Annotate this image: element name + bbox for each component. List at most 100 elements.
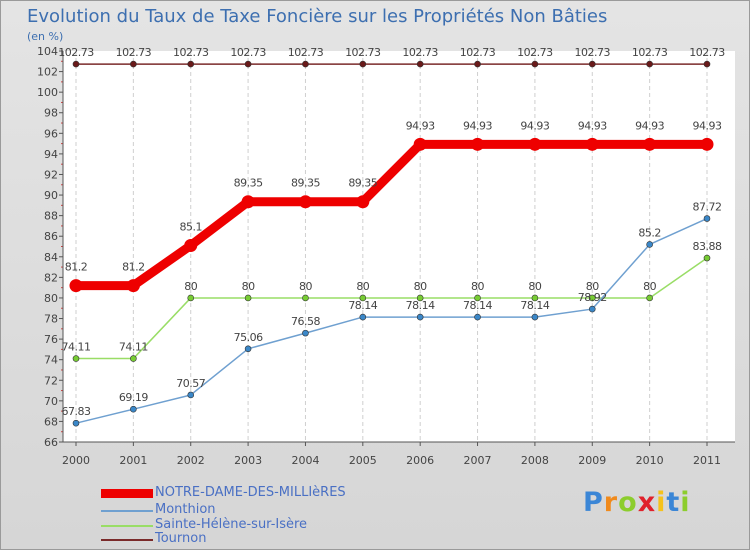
- data-point: [302, 60, 309, 68]
- data-label: 76.58: [291, 315, 320, 328]
- y-tick-label: 86: [44, 230, 58, 243]
- data-point: [474, 313, 481, 321]
- x-tick-label: 2006: [406, 454, 434, 467]
- data-point: [646, 241, 653, 248]
- data-point: [416, 294, 424, 302]
- data-label: 83.88: [693, 240, 722, 253]
- x-tick-label: 2011: [693, 454, 721, 467]
- data-label: 87.72: [693, 201, 722, 214]
- data-point: [588, 60, 596, 68]
- data-label: 74.11: [62, 341, 91, 354]
- legend-label: Monthion: [155, 502, 216, 517]
- data-label: 102.73: [632, 46, 668, 59]
- data-point: [703, 60, 711, 68]
- data-point: [130, 405, 137, 413]
- data-label: 94.93: [578, 119, 607, 132]
- data-label: 78.92: [578, 291, 607, 304]
- data-label: 78.14: [348, 299, 377, 312]
- y-tick-label: 90: [44, 189, 58, 202]
- x-tick-label: 2004: [291, 454, 319, 467]
- y-tick-label: 74: [44, 354, 58, 367]
- data-point: [474, 60, 481, 68]
- data-point: [413, 137, 427, 151]
- x-tick-label: 2010: [636, 454, 664, 467]
- data-point: [416, 60, 424, 68]
- x-tick-label: 2002: [177, 454, 205, 467]
- data-point: [187, 391, 195, 399]
- data-label: 78.14: [520, 299, 549, 312]
- data-point: [241, 195, 255, 209]
- data-label: 78.14: [406, 299, 435, 312]
- data-point: [298, 195, 312, 209]
- data-label: 80: [299, 280, 312, 293]
- data-point: [643, 137, 657, 151]
- x-tick-label: 2005: [349, 454, 377, 467]
- data-point: [531, 294, 539, 302]
- logo-letter: x: [637, 487, 657, 518]
- data-point: [416, 313, 424, 321]
- y-tick-label: 94: [44, 148, 58, 161]
- legend-label: Sainte-Hélène-sur-Isère: [155, 517, 308, 532]
- data-point: [474, 294, 481, 302]
- data-label: 102.73: [689, 46, 725, 59]
- data-point: [302, 294, 309, 302]
- y-tick-label: 72: [44, 374, 58, 387]
- series-line: [75, 217, 708, 424]
- data-point: [359, 60, 367, 68]
- legend-swatch: [101, 510, 153, 512]
- data-point: [700, 137, 714, 151]
- proxiti-logo: Proxiti: [583, 487, 691, 518]
- data-label: 81.2: [122, 261, 145, 274]
- data-label: 80: [242, 280, 255, 293]
- legend-swatch: [101, 539, 153, 541]
- data-label: 75.06: [234, 331, 263, 344]
- data-label: 80: [356, 280, 369, 293]
- data-point: [72, 419, 80, 427]
- data-label: 70.57: [176, 377, 205, 390]
- data-point: [72, 60, 80, 68]
- data-point: [646, 294, 653, 302]
- data-point: [187, 60, 195, 68]
- data-label: 102.73: [460, 46, 496, 59]
- y-tick-label: 68: [44, 415, 58, 428]
- x-tick-label: 2009: [578, 454, 606, 467]
- y-tick-label: 100: [37, 86, 58, 99]
- x-tick-label: 2000: [62, 454, 90, 467]
- plot-area: [63, 51, 735, 442]
- data-label: 102.73: [345, 46, 381, 59]
- data-label: 89.35: [234, 177, 263, 190]
- data-label: 69.19: [119, 391, 148, 404]
- data-label: 94.93: [693, 119, 722, 132]
- y-tick-label: 78: [44, 313, 58, 326]
- logo-letter: i: [680, 487, 691, 518]
- data-point: [244, 345, 252, 353]
- data-point: [244, 294, 252, 302]
- data-label: 74.11: [119, 341, 148, 354]
- data-label: 94.93: [635, 119, 664, 132]
- data-label: 81.2: [65, 261, 88, 274]
- data-label: 80: [528, 280, 541, 293]
- data-point: [359, 294, 367, 302]
- data-point: [72, 355, 80, 362]
- chart-title: Evolution du Taux de Taxe Foncière sur l…: [27, 6, 608, 27]
- data-point: [703, 215, 711, 222]
- legend-label: NOTRE-DAME-DES-MILLIèRES: [155, 485, 346, 500]
- data-label: 80: [586, 280, 599, 293]
- data-point: [359, 313, 367, 321]
- y-tick-label: 76: [44, 333, 58, 346]
- data-label: 102.73: [288, 46, 324, 59]
- data-point: [471, 137, 485, 151]
- data-point: [184, 238, 198, 252]
- data-point: [531, 313, 539, 321]
- y-tick-label: 104: [37, 45, 58, 58]
- data-point: [244, 60, 252, 68]
- y-tick-label: 102: [37, 66, 58, 79]
- data-point: [585, 137, 599, 151]
- data-point: [187, 294, 195, 302]
- data-point: [69, 279, 83, 293]
- data-label: 102.73: [575, 46, 611, 59]
- y-tick-label: 80: [44, 292, 58, 305]
- data-point: [130, 60, 137, 68]
- data-label: 102.73: [230, 46, 266, 59]
